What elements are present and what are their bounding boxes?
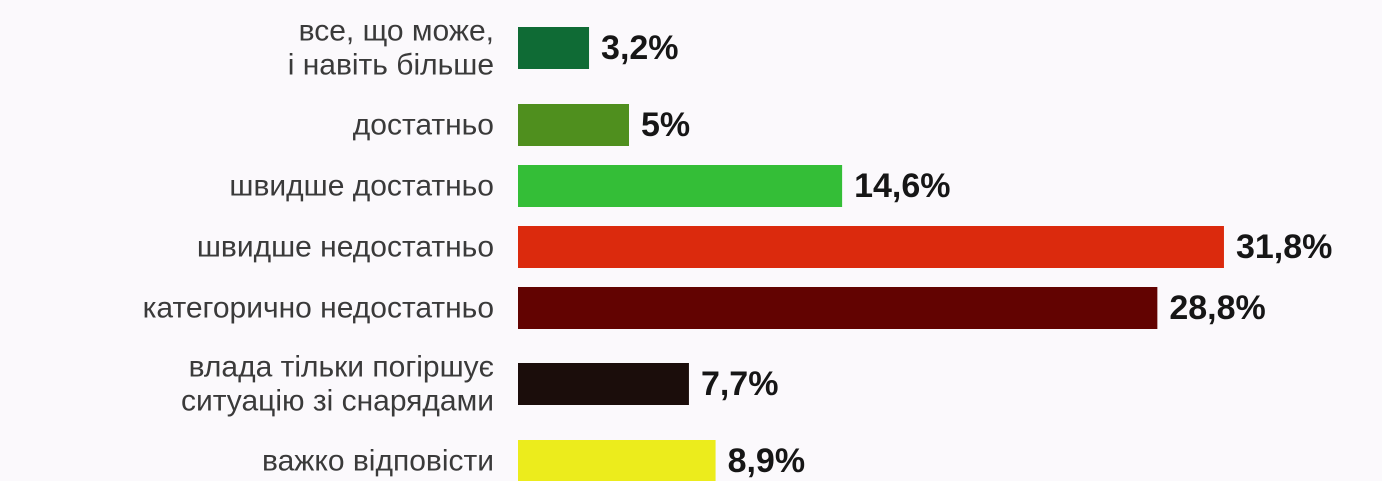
category-label-2: швидше достатньо: [229, 170, 494, 203]
bar-3: [518, 226, 1224, 268]
category-label-0-line-0: все, що може,: [299, 15, 494, 48]
value-label-2: 14,6%: [854, 167, 950, 205]
category-label-5-line-1: ситуацію зі снарядами: [181, 385, 494, 418]
value-label-5: 7,7%: [701, 365, 779, 403]
category-label-3: швидше недостатньо: [197, 231, 494, 264]
value-label-1: 5%: [641, 106, 690, 144]
category-label-1: достатньо: [353, 109, 494, 142]
value-label-3: 31,8%: [1236, 228, 1332, 266]
value-label-4: 28,8%: [1169, 289, 1265, 327]
bar-0: [518, 27, 590, 69]
bar-6: [518, 440, 716, 481]
category-label-0-line-1: і навіть більше: [288, 49, 494, 82]
bar-2: [518, 165, 843, 207]
bar-5: [518, 363, 689, 405]
category-label-4: категорично недостатньо: [143, 292, 494, 325]
bar-1: [518, 104, 629, 146]
category-label-6: важко відповісти: [262, 445, 494, 478]
bar-4: [518, 287, 1158, 329]
category-label-5-line-0: влада тільки погіршує: [189, 351, 494, 384]
value-label-6: 8,9%: [728, 442, 806, 480]
value-label-0: 3,2%: [601, 29, 679, 67]
